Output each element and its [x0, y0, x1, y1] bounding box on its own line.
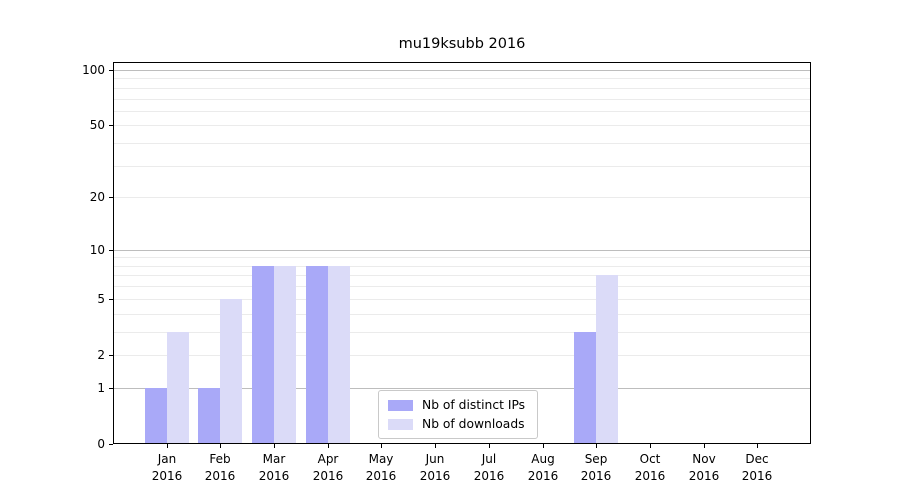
gridline-minor-90: [114, 78, 810, 79]
x-tick-sep: [596, 444, 597, 448]
gridline-major-100: [114, 70, 810, 71]
gridline-minor-9: [114, 257, 810, 258]
x-tick-label-apr: Apr 2016: [312, 452, 344, 483]
bar-distinct-ips-jan: [145, 388, 167, 444]
y-tick-10: [109, 250, 113, 251]
y-tick-label-10: 10: [89, 243, 105, 257]
bar-distinct-ips-apr: [306, 266, 328, 444]
x-tick-label-feb: Feb 2016: [204, 452, 236, 483]
legend: Nb of distinct IPs Nb of downloads: [378, 390, 539, 439]
y-tick-5: [109, 299, 113, 300]
y-tick-50: [109, 125, 113, 126]
legend-label-downloads: Nb of downloads: [422, 417, 525, 431]
y-tick-label-1: 1: [97, 381, 105, 395]
legend-label-distinct-ips: Nb of distinct IPs: [422, 398, 526, 412]
x-tick-label-jan: Jan 2016: [151, 452, 183, 483]
gridline-minor-70: [114, 99, 810, 100]
x-tick-label-jul: Jul 2016: [473, 452, 505, 483]
x-tick-label-may: May 2016: [365, 452, 397, 483]
bar-downloads-mar: [274, 266, 296, 444]
x-tick-aug: [543, 444, 544, 448]
x-tick-feb: [220, 444, 221, 448]
x-tick-label-sep: Sep 2016: [580, 452, 612, 483]
y-tick-label-5: 5: [97, 292, 105, 306]
x-tick-label-dec: Dec 2016: [741, 452, 773, 483]
bar-downloads-feb: [220, 299, 242, 444]
y-tick-100: [109, 70, 113, 71]
y-tick-1: [109, 388, 113, 389]
bar-distinct-ips-mar: [252, 266, 274, 444]
legend-swatch-distinct-ips: [388, 399, 413, 411]
x-tick-jan: [167, 444, 168, 448]
x-tick-dec: [757, 444, 758, 448]
bar-distinct-ips-sep: [574, 332, 596, 444]
y-tick-20: [109, 197, 113, 198]
bar-downloads-apr: [328, 266, 350, 444]
x-tick-label-nov: Nov 2016: [688, 452, 720, 483]
y-tick-2: [109, 355, 113, 356]
gridline-major-10: [114, 250, 810, 251]
x-tick-may: [381, 444, 382, 448]
gridline-minor-40: [114, 143, 810, 144]
x-tick-label-aug: Aug 2016: [527, 452, 559, 483]
gridline-minor-4: [114, 314, 810, 315]
gridline-minor-80: [114, 88, 810, 89]
gridline-minor-5: [114, 299, 810, 300]
x-tick-nov: [704, 444, 705, 448]
y-tick-0: [109, 444, 113, 445]
gridline-minor-8: [114, 266, 810, 267]
y-tick-label-20: 20: [89, 190, 105, 204]
y-tick-label-0: 0: [97, 437, 105, 451]
gridline-minor-30: [114, 166, 810, 167]
legend-swatch-downloads: [388, 418, 413, 430]
x-tick-label-mar: Mar 2016: [258, 452, 290, 483]
legend-item-downloads: Nb of downloads: [388, 417, 525, 431]
gridline-minor-20: [114, 197, 810, 198]
x-tick-mar: [274, 444, 275, 448]
bar-distinct-ips-feb: [198, 388, 220, 444]
legend-item-distinct-ips: Nb of distinct IPs: [388, 398, 525, 412]
y-tick-label-2: 2: [97, 348, 105, 362]
gridline-minor-60: [114, 111, 810, 112]
y-tick-label-100: 100: [82, 63, 105, 77]
bar-downloads-jan: [167, 332, 189, 444]
gridline-minor-3: [114, 332, 810, 333]
gridline-minor-50: [114, 125, 810, 126]
x-tick-label-jun: Jun 2016: [419, 452, 451, 483]
chart-title: mu19ksubb 2016: [398, 36, 526, 52]
x-tick-apr: [328, 444, 329, 448]
gridline-minor-2: [114, 355, 810, 356]
gridline-minor-7: [114, 275, 810, 276]
bar-downloads-sep: [596, 275, 618, 444]
y-tick-label-50: 50: [89, 118, 105, 132]
x-tick-oct: [650, 444, 651, 448]
gridline-minor-6: [114, 286, 810, 287]
x-tick-jul: [489, 444, 490, 448]
gridline-major-1: [114, 388, 810, 389]
x-tick-jun: [435, 444, 436, 448]
x-tick-label-oct: Oct 2016: [634, 452, 666, 483]
